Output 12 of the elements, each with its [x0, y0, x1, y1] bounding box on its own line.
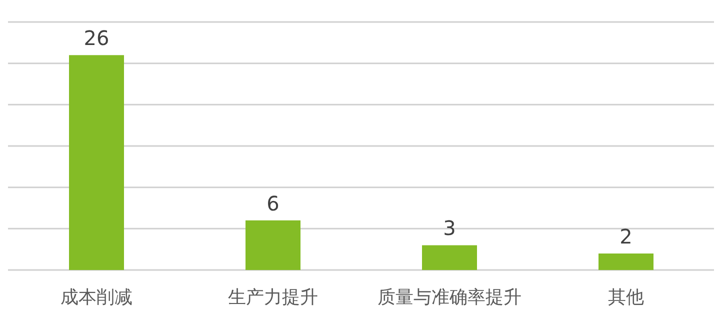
x-tick-label: 生产力提升 [228, 286, 318, 308]
data-label: 2 [620, 224, 632, 248]
data-label: 6 [266, 191, 280, 216]
data-label: 26 [84, 26, 110, 50]
data-label: 3 [443, 216, 456, 240]
bar [69, 55, 124, 270]
x-tick-label: 其他 [608, 286, 644, 308]
bar [422, 245, 477, 270]
x-tick-label: 质量与准确率提升 [377, 286, 522, 308]
x-tick-label: 成本削减 [60, 286, 132, 308]
bar [598, 253, 654, 270]
bar [246, 220, 300, 270]
